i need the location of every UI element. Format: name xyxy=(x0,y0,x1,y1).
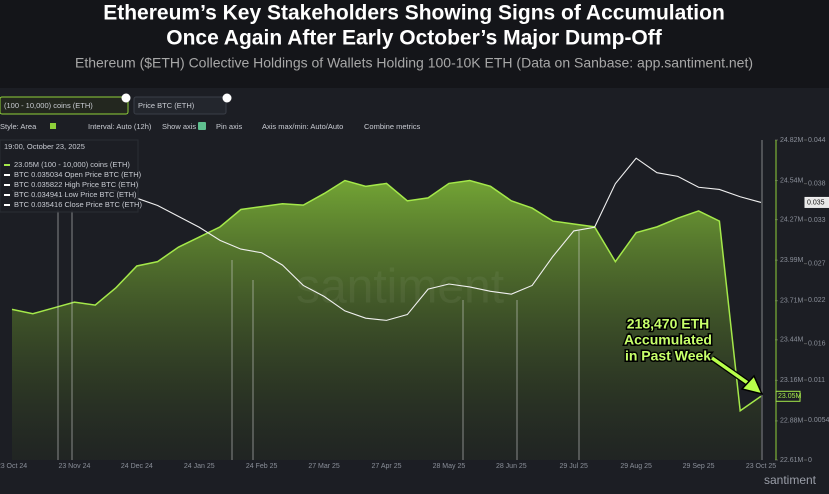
tooltip-item: BTC 0.035416 Close Price BTC (ETH) xyxy=(14,200,142,209)
x-tick-label: 27 Mar 25 xyxy=(308,463,340,470)
x-tick-label: 23 Nov 24 xyxy=(58,463,90,470)
annotation: Accumulated xyxy=(624,332,712,348)
tab-label[interactable]: Price BTC (ETH) xyxy=(138,101,195,110)
value-badge xyxy=(804,196,829,208)
tab[interactable] xyxy=(0,96,129,115)
y2-tick-label: 0 xyxy=(808,457,812,464)
subtitle: Ethereum ($ETH) Collective Holdings of W… xyxy=(75,55,753,71)
x-tick-label: 23 Oct 24 xyxy=(0,463,27,470)
tooltip-item: BTC 0.035822 High Price BTC (ETH) xyxy=(14,180,139,189)
x-tick-label: 29 Jul 25 xyxy=(560,463,589,470)
brand: santiment xyxy=(764,473,817,487)
value-badge xyxy=(775,390,801,402)
y2-tick-label: 0.027 xyxy=(808,260,826,267)
arrow xyxy=(710,355,764,396)
x-tick-label: 28 Jun 25 xyxy=(496,463,527,470)
y2-tick-label: 0.038 xyxy=(808,180,826,187)
y-tick-label: 24.27M xyxy=(780,216,804,223)
checkbox[interactable] xyxy=(198,122,206,130)
x-tick-label: 23 Oct 25 xyxy=(746,463,776,470)
y-tick-label: 24.82M xyxy=(780,137,804,144)
title: Once Again After Early October’s Major D… xyxy=(166,27,663,50)
tooltip-item: 23.05M (100 - 10,000) coins (ETH) xyxy=(14,160,130,169)
area-line xyxy=(11,179,762,413)
tooltip-time: 19:00, October 23, 2025 xyxy=(4,142,85,151)
tab-label[interactable]: (100 - 10,000) coins (ETH) xyxy=(4,101,93,110)
x-tick-label: 24 Jan 25 xyxy=(184,463,215,470)
annotation: in Past Week xyxy=(625,348,711,364)
option[interactable]: Show axis xyxy=(162,122,196,131)
y-tick-label: 24.54M xyxy=(780,177,804,184)
y2-tick-label: 0.011 xyxy=(808,377,825,384)
option[interactable]: Style: Area xyxy=(0,122,37,131)
plot: 24.82M 24.54M 24.27M 23.99M 23.71M 23.44M 23.1… xyxy=(0,137,829,470)
y2-tick-label: 0.033 xyxy=(808,217,826,224)
y2-tick-label: 0.044 xyxy=(808,137,826,144)
x-tick-label: 24 Feb 25 xyxy=(246,463,278,470)
x-tick-label: 29 Aug 25 xyxy=(620,463,652,470)
y2-tick-label: 0.00545 xyxy=(808,417,829,424)
x-tick-label: 28 May 25 xyxy=(433,463,466,470)
y-tick-label: 23.16M xyxy=(780,377,804,384)
tab-icon[interactable] xyxy=(121,93,131,103)
y-tick-label: 23.71M xyxy=(780,298,804,305)
value-label: 0.035 xyxy=(807,199,825,206)
option[interactable]: Interval: Auto (12h) xyxy=(88,122,152,131)
x-tick-label: 27 Apr 25 xyxy=(372,463,402,470)
y-tick-label: 23.99M xyxy=(780,257,804,264)
tooltip xyxy=(0,139,139,213)
option[interactable]: Axis max/min: Auto/Auto xyxy=(262,122,343,131)
value-label: 23.05M xyxy=(778,393,802,400)
color-swatch[interactable] xyxy=(50,123,56,129)
y-tick-label: 22.88M xyxy=(780,418,804,425)
option[interactable]: Pin axis xyxy=(216,122,243,131)
tab-icon[interactable] xyxy=(222,93,232,103)
event-lines xyxy=(57,140,763,460)
y-tick-label: 22.61M xyxy=(780,457,804,464)
y-tick-label: 23.44M xyxy=(780,337,804,344)
y2-tick-label: 0.022 xyxy=(808,297,826,304)
x-tick-label: 29 Sep 25 xyxy=(683,463,715,470)
watermark: santiment xyxy=(296,261,504,314)
tooltip-item: BTC 0.035034 Open Price BTC (ETH) xyxy=(14,170,142,179)
x-tick-label: 24 Dec 24 xyxy=(121,463,153,470)
tooltip-item: BTC 0.034941 Low Price BTC (ETH) xyxy=(14,190,137,199)
option[interactable]: Combine metrics xyxy=(364,122,421,131)
title: Ethereum’s Key Stakeholders Showing Sign… xyxy=(103,2,725,25)
tab[interactable] xyxy=(133,96,227,115)
y2-tick-label: 0.016 xyxy=(808,340,826,347)
annotation: 218,470 ETH xyxy=(627,316,710,332)
tooltip-items: 23.05M (100 - 10,000) coins (ETH)BTC 0.0… xyxy=(4,160,142,209)
